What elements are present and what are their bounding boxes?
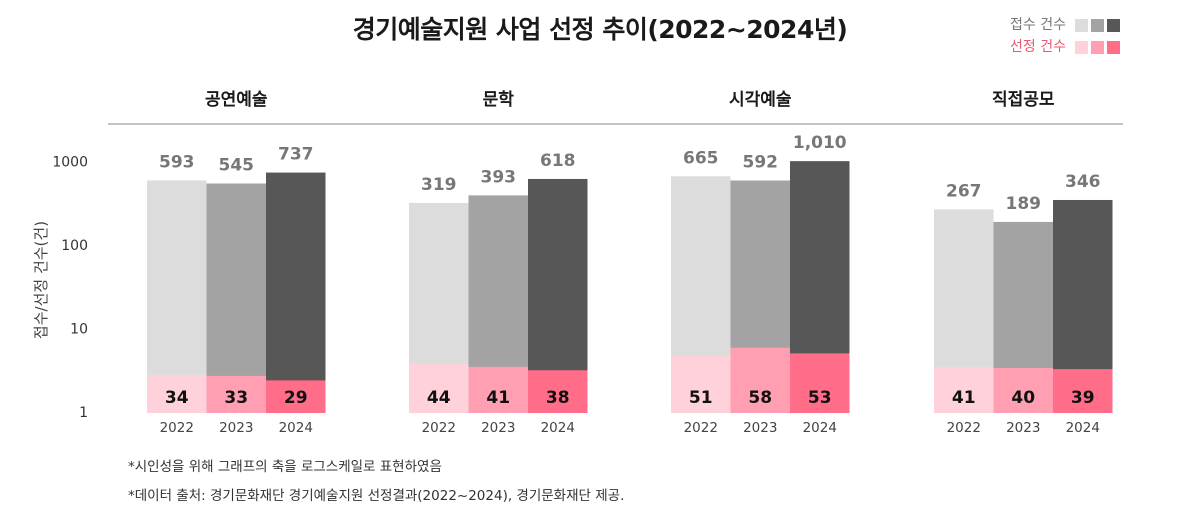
year-label: 2022 — [422, 420, 456, 436]
bar-selected — [934, 366, 994, 413]
bar-applications — [206, 183, 266, 413]
app-value-label: 592 — [743, 153, 779, 173]
bar-selected — [409, 363, 469, 413]
bar-selected — [1053, 369, 1113, 413]
app-value-label: 665 — [683, 148, 719, 168]
bar-selected — [468, 366, 528, 413]
footnote-source: *데이터 출처: 경기문화재단 경기예술지원 선정결과(2022~2024), … — [128, 488, 625, 504]
selected-value-label: 40 — [1011, 388, 1035, 408]
legend-swatch-app-2022 — [1075, 18, 1088, 32]
selected-value-label: 38 — [546, 388, 570, 408]
legend-selected-label: 선정 건수 — [1010, 39, 1066, 55]
bar-selected — [790, 353, 850, 413]
bar-applications — [147, 180, 207, 413]
group-title: 공연예술 — [205, 90, 268, 110]
y-tick-label: 1 — [79, 405, 88, 421]
group-title: 문학 — [483, 90, 515, 110]
legend: 접수 건수 선정 건수 — [1010, 14, 1120, 58]
y-tick-label: 1000 — [52, 155, 88, 171]
app-value-label: 393 — [481, 167, 517, 187]
year-label: 2023 — [743, 420, 777, 436]
legend-swatch-sel-2023 — [1091, 40, 1104, 54]
legend-swatch-sel-2024 — [1107, 40, 1120, 54]
year-label: 2024 — [803, 420, 837, 436]
group-title: 직접공모 — [992, 90, 1055, 110]
bar-selected — [206, 375, 266, 413]
chart-title: 경기예술지원 사업 선정 추이(2022~2024년) — [352, 15, 848, 44]
app-value-label: 267 — [946, 181, 982, 201]
bar-selected — [993, 368, 1053, 413]
selected-value-label: 51 — [689, 388, 713, 408]
y-tick-label: 10 — [70, 322, 88, 338]
selected-value-label: 34 — [165, 388, 189, 408]
bar-applications — [266, 172, 326, 413]
app-value-label: 618 — [540, 151, 576, 171]
legend-applications-label: 접수 건수 — [1010, 17, 1066, 33]
year-label: 2022 — [160, 420, 194, 436]
selected-value-label: 29 — [284, 388, 308, 408]
year-label: 2024 — [541, 420, 575, 436]
year-label: 2023 — [481, 420, 515, 436]
legend-swatch-app-2024 — [1107, 18, 1120, 32]
bar-selected — [528, 370, 588, 413]
y-axis-label: 접수/선정 건수(건) — [32, 221, 50, 339]
legend-selected: 선정 건수 — [1010, 36, 1120, 58]
year-label: 2024 — [1066, 420, 1100, 436]
selected-value-label: 33 — [224, 388, 248, 408]
legend-swatch-sel-2022 — [1075, 40, 1088, 54]
group-title: 시각예술 — [729, 90, 792, 110]
y-tick-label: 100 — [61, 238, 88, 254]
app-value-label: 346 — [1065, 172, 1101, 192]
app-value-label: 593 — [159, 152, 195, 172]
bar-selected — [671, 355, 731, 413]
selected-value-label: 41 — [952, 388, 976, 408]
app-value-label: 319 — [421, 175, 457, 195]
app-value-label: 737 — [278, 145, 314, 165]
app-value-label: 189 — [1006, 194, 1042, 214]
legend-applications: 접수 건수 — [1010, 14, 1120, 36]
year-label: 2024 — [279, 420, 313, 436]
selected-value-label: 44 — [427, 388, 451, 408]
app-value-label: 545 — [219, 156, 255, 176]
year-label: 2023 — [1006, 420, 1040, 436]
year-label: 2022 — [684, 420, 718, 436]
year-label: 2023 — [219, 420, 253, 436]
year-label: 2022 — [947, 420, 981, 436]
bar-selected — [266, 380, 326, 413]
bar-selected — [730, 347, 790, 413]
legend-swatch-app-2023 — [1091, 18, 1104, 32]
selected-value-label: 58 — [748, 388, 772, 408]
selected-value-label: 39 — [1071, 388, 1095, 408]
selected-value-label: 41 — [486, 388, 510, 408]
footnote-log-scale: *시인성을 위해 그래프의 축을 로그스케일로 표현하였음 — [128, 459, 442, 475]
selected-value-label: 53 — [808, 388, 832, 408]
bar-selected — [147, 374, 207, 413]
app-value-label: 1,010 — [793, 133, 847, 153]
